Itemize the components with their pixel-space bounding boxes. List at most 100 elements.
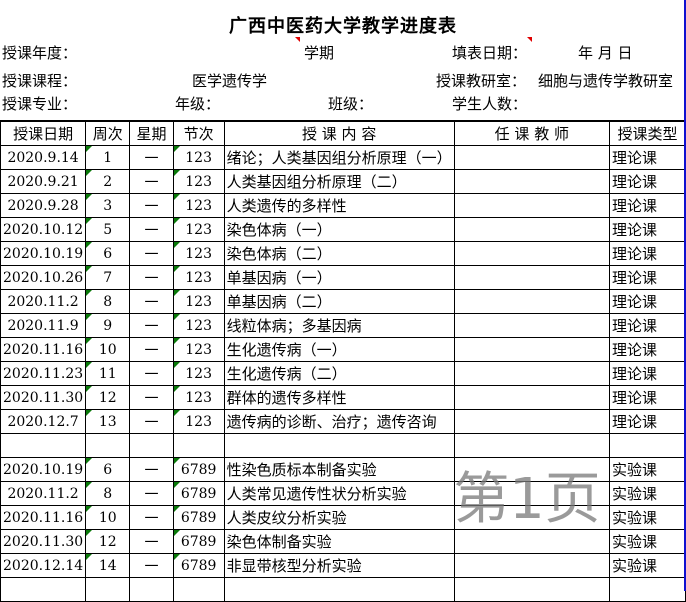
- cell-week[interactable]: 6: [85, 457, 131, 482]
- cell-date[interactable]: 2020.9.28: [0, 193, 87, 218]
- cell-date[interactable]: 2020.11.30: [0, 385, 87, 410]
- cell-type[interactable]: 实验课: [608, 505, 686, 530]
- cell-date[interactable]: 2020.12.14: [0, 553, 87, 578]
- cell-teacher[interactable]: [453, 385, 610, 410]
- cell-date[interactable]: 2020.11.16: [0, 337, 87, 362]
- cell-week[interactable]: 12: [85, 529, 131, 554]
- cell-periods[interactable]: 123: [172, 217, 225, 242]
- cell-date[interactable]: [0, 577, 87, 602]
- cell-week[interactable]: 10: [85, 337, 131, 362]
- cell-teacher[interactable]: [453, 169, 610, 194]
- cell-week[interactable]: 1: [85, 145, 131, 170]
- cell-weekday[interactable]: 一: [129, 169, 174, 194]
- cell-periods[interactable]: [172, 577, 225, 602]
- cell-type[interactable]: [608, 433, 686, 458]
- cell-teacher[interactable]: [453, 457, 610, 482]
- cell-teacher[interactable]: [453, 553, 610, 578]
- cell-weekday[interactable]: 一: [129, 265, 174, 290]
- cell-date[interactable]: 2020.10.26: [0, 265, 87, 290]
- cell-content[interactable]: 单基因病（一）: [223, 265, 455, 290]
- cell-teacher[interactable]: [453, 505, 610, 530]
- cell-week[interactable]: 8: [85, 289, 131, 314]
- cell-week[interactable]: 2: [85, 169, 131, 194]
- cell-type[interactable]: 理论课: [608, 265, 686, 290]
- cell-periods[interactable]: 123: [172, 169, 225, 194]
- cell-weekday[interactable]: [129, 433, 174, 458]
- cell-date[interactable]: 2020.10.19: [0, 241, 87, 266]
- cell-weekday[interactable]: 一: [129, 385, 174, 410]
- cell-content[interactable]: 线粒体病；多基因病: [223, 313, 455, 338]
- cell-teacher[interactable]: [453, 265, 610, 290]
- cell-type[interactable]: [608, 577, 686, 602]
- cell-week[interactable]: 10: [85, 505, 131, 530]
- cell-periods[interactable]: 123: [172, 361, 225, 386]
- cell-content[interactable]: 绪论；人类基因组分析原理（一）: [223, 145, 455, 170]
- cell-date[interactable]: 2020.10.19: [0, 457, 87, 482]
- cell-periods[interactable]: 123: [172, 313, 225, 338]
- cell-periods[interactable]: 6789: [172, 457, 225, 482]
- cell-type[interactable]: 理论课: [608, 241, 686, 266]
- cell-teacher[interactable]: [453, 409, 610, 434]
- cell-date[interactable]: 2020.9.21: [0, 169, 87, 194]
- cell-content[interactable]: 生化遗传病（一）: [223, 337, 455, 362]
- cell-type[interactable]: 实验课: [608, 481, 686, 506]
- cell-weekday[interactable]: 一: [129, 409, 174, 434]
- cell-weekday[interactable]: 一: [129, 193, 174, 218]
- cell-week[interactable]: 12: [85, 385, 131, 410]
- cell-content[interactable]: 染色体病（一）: [223, 217, 455, 242]
- cell-content[interactable]: 单基因病（二）: [223, 289, 455, 314]
- cell-periods[interactable]: 123: [172, 289, 225, 314]
- cell-date[interactable]: 2020.9.14: [0, 145, 87, 170]
- cell-content[interactable]: 染色体病（二）: [223, 241, 455, 266]
- cell-type[interactable]: 理论课: [608, 385, 686, 410]
- cell-week[interactable]: 8: [85, 481, 131, 506]
- cell-weekday[interactable]: 一: [129, 529, 174, 554]
- cell-teacher[interactable]: [453, 193, 610, 218]
- cell-content[interactable]: 性染色质标本制备实验: [223, 457, 455, 482]
- cell-periods[interactable]: 6789: [172, 481, 225, 506]
- cell-weekday[interactable]: 一: [129, 217, 174, 242]
- cell-periods[interactable]: 123: [172, 385, 225, 410]
- cell-teacher[interactable]: [453, 241, 610, 266]
- cell-type[interactable]: 理论课: [608, 193, 686, 218]
- cell-content[interactable]: 人类皮纹分析实验: [223, 505, 455, 530]
- cell-week[interactable]: 7: [85, 265, 131, 290]
- cell-type[interactable]: 理论课: [608, 169, 686, 194]
- cell-type[interactable]: 理论课: [608, 409, 686, 434]
- cell-periods[interactable]: 123: [172, 145, 225, 170]
- cell-weekday[interactable]: 一: [129, 241, 174, 266]
- cell-weekday[interactable]: 一: [129, 337, 174, 362]
- cell-content[interactable]: [223, 433, 455, 458]
- cell-weekday[interactable]: 一: [129, 553, 174, 578]
- cell-date[interactable]: 2020.11.2: [0, 289, 87, 314]
- cell-content[interactable]: 人类遗传的多样性: [223, 193, 455, 218]
- cell-periods[interactable]: 123: [172, 337, 225, 362]
- cell-content[interactable]: 非显带核型分析实验: [223, 553, 455, 578]
- cell-content[interactable]: 人类基因组分析原理（二）: [223, 169, 455, 194]
- cell-periods[interactable]: 6789: [172, 553, 225, 578]
- cell-content[interactable]: 人类常见遗传性状分析实验: [223, 481, 455, 506]
- cell-type[interactable]: 理论课: [608, 361, 686, 386]
- cell-date[interactable]: 2020.11.23: [0, 361, 87, 386]
- cell-type[interactable]: 理论课: [608, 337, 686, 362]
- cell-weekday[interactable]: 一: [129, 505, 174, 530]
- cell-periods[interactable]: [172, 433, 225, 458]
- cell-week[interactable]: 3: [85, 193, 131, 218]
- cell-date[interactable]: 2020.10.12: [0, 217, 87, 242]
- cell-periods[interactable]: 123: [172, 409, 225, 434]
- cell-teacher[interactable]: [453, 337, 610, 362]
- cell-periods[interactable]: 6789: [172, 529, 225, 554]
- cell-teacher[interactable]: [453, 217, 610, 242]
- cell-weekday[interactable]: 一: [129, 457, 174, 482]
- cell-teacher[interactable]: [453, 313, 610, 338]
- cell-week[interactable]: 9: [85, 313, 131, 338]
- cell-periods[interactable]: 6789: [172, 505, 225, 530]
- cell-teacher[interactable]: [453, 529, 610, 554]
- cell-week[interactable]: 5: [85, 217, 131, 242]
- cell-type[interactable]: 理论课: [608, 217, 686, 242]
- cell-type[interactable]: 实验课: [608, 553, 686, 578]
- cell-week[interactable]: 6: [85, 241, 131, 266]
- cell-date[interactable]: [0, 433, 87, 458]
- cell-date[interactable]: 2020.12.7: [0, 409, 87, 434]
- cell-date[interactable]: 2020.11.16: [0, 505, 87, 530]
